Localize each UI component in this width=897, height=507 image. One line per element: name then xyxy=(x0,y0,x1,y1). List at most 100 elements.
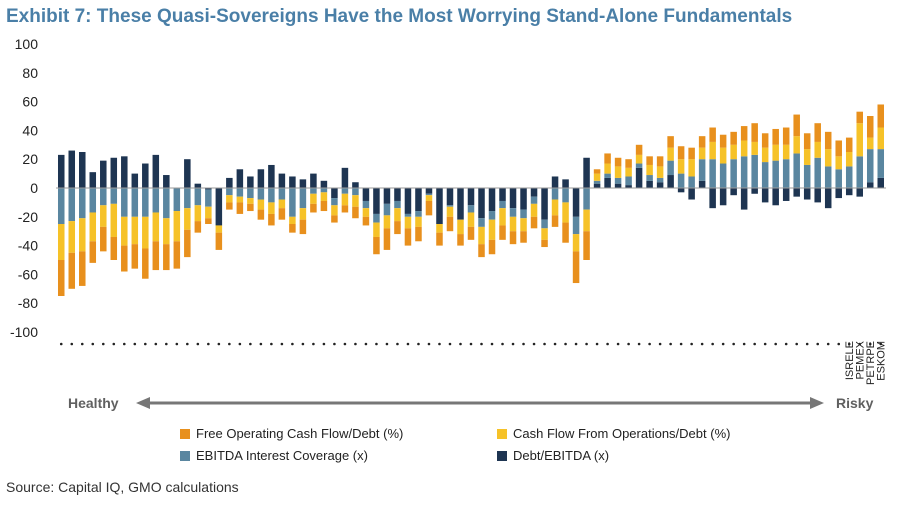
bar-segment-fcf xyxy=(793,114,800,137)
bar-segment-ebitda xyxy=(89,188,97,213)
bar-segment-ebitda xyxy=(121,188,128,217)
bar-segment-ebitda xyxy=(656,177,664,183)
category-marker xyxy=(385,342,389,346)
category-marker xyxy=(291,342,294,346)
bar-segment-cfo xyxy=(583,209,590,232)
bar-segment-fcf xyxy=(488,239,496,255)
category-marker xyxy=(459,342,462,346)
bar-segment-ebitda xyxy=(488,211,496,220)
bar-segment-ebitda xyxy=(268,188,275,203)
bar-segment-ebitda xyxy=(562,188,569,203)
category-marker xyxy=(217,342,221,346)
category-marker xyxy=(101,342,105,346)
category-marker xyxy=(658,342,662,346)
y-tick-label: 40 xyxy=(22,122,38,138)
bar-segment-debt xyxy=(845,188,853,196)
bar-segment-cfo xyxy=(194,205,202,222)
bar-segment-fcf xyxy=(121,245,128,272)
category-marker xyxy=(721,342,725,346)
bar-segment-debt xyxy=(394,188,401,201)
bar-segment-fcf xyxy=(362,216,370,226)
category-marker xyxy=(679,342,683,346)
bar-segment-fcf xyxy=(635,144,643,155)
category-marker xyxy=(669,342,672,346)
bar-segment-debt xyxy=(425,188,433,194)
bar-segment-fcf xyxy=(100,226,107,252)
bar-segment-cfo xyxy=(436,224,443,233)
bar-segment-fcf xyxy=(415,226,422,242)
bar-segment-cfo xyxy=(572,234,580,252)
bar-segment-ebitda xyxy=(331,198,338,206)
category-marker xyxy=(774,342,777,346)
y-tick-label: 0 xyxy=(30,180,38,196)
bar-segment-ebitda xyxy=(572,216,580,235)
bar-segment-debt xyxy=(89,172,97,188)
bar-segment-cfo xyxy=(278,199,286,209)
category-marker xyxy=(133,342,137,346)
category-marker xyxy=(553,342,557,346)
bar-segment-ebitda xyxy=(814,157,821,188)
bar-segment-fcf xyxy=(404,228,412,246)
bar-segment-debt xyxy=(635,167,643,188)
chart-plot: 100 80 60 40 20 0 -20 -40 -60 -80 -100 ISRELEPEMEXP… xyxy=(10,36,888,409)
bar-segment-debt xyxy=(709,188,716,209)
bar-segment-debt xyxy=(551,176,559,188)
bar-segment-cfo xyxy=(184,208,191,230)
category-marker xyxy=(501,342,504,346)
category-marker xyxy=(122,342,126,346)
bar-segment-cfo xyxy=(57,224,65,260)
category-marker xyxy=(637,342,641,346)
bar-segment-fcf xyxy=(551,215,559,227)
bar-segment-cfo xyxy=(341,193,349,206)
bar-segment-debt xyxy=(646,180,653,188)
source-note: Source: Capital IQ, GMO calculations xyxy=(6,479,239,495)
bar-segment-debt xyxy=(782,188,790,201)
bar-segment-debt xyxy=(730,188,737,196)
bar-segment-cfo xyxy=(604,163,611,174)
bar-segment-debt xyxy=(121,156,128,188)
bar-segment-debt xyxy=(352,182,359,188)
bar-segment-cfo xyxy=(509,216,517,232)
bar-segment-cfo xyxy=(257,199,265,210)
bar-segment-ebitda xyxy=(236,188,244,197)
category-marker xyxy=(879,342,883,346)
bar-segment-ebitda xyxy=(257,188,265,200)
bar-segment-fcf xyxy=(614,157,622,167)
bar-segment-fcf xyxy=(646,156,653,165)
y-tick-label: -100 xyxy=(10,324,38,340)
bar-segment-fcf xyxy=(289,224,296,233)
bar-segment-cfo xyxy=(793,136,800,154)
category-marker xyxy=(59,342,63,346)
y-tick-label: 80 xyxy=(22,65,38,81)
bar-segment-debt xyxy=(415,188,422,212)
bar-segment-fcf xyxy=(89,241,97,263)
bar-segment-ebitda xyxy=(352,188,359,196)
category-marker xyxy=(427,342,431,346)
bar-segment-fcf xyxy=(152,241,160,271)
bar-segment-fcf xyxy=(877,104,885,128)
bar-segment-fcf xyxy=(57,260,65,296)
bar-segment-debt xyxy=(247,176,254,188)
bar-segment-cfo xyxy=(856,123,863,157)
healthy-label: Healthy xyxy=(68,395,119,411)
category-marker xyxy=(763,342,767,346)
bar-segment-cfo xyxy=(152,212,160,242)
bar-segment-cfo xyxy=(299,208,307,220)
bar-segment-ebitda xyxy=(425,193,433,196)
bar-segment-cfo xyxy=(89,212,97,242)
category-marker xyxy=(564,342,567,346)
bar-segment-debt xyxy=(520,188,527,210)
bar-segment-debt xyxy=(383,188,391,204)
bar-segment-fcf xyxy=(226,202,233,210)
bar-segment-ebitda xyxy=(163,188,170,219)
bar-segment-ebitda xyxy=(709,159,716,188)
bar-segment-debt xyxy=(226,177,233,188)
bar-segment-ebitda xyxy=(394,200,401,209)
category-marker xyxy=(816,342,820,346)
category-marker xyxy=(522,342,525,346)
bar-segment-ebitda xyxy=(110,188,118,204)
bar-segment-debt xyxy=(341,167,349,188)
bar-segment-fcf xyxy=(383,228,391,250)
bar-segment-ebitda xyxy=(383,203,391,216)
bar-segment-ebitda xyxy=(740,156,748,188)
